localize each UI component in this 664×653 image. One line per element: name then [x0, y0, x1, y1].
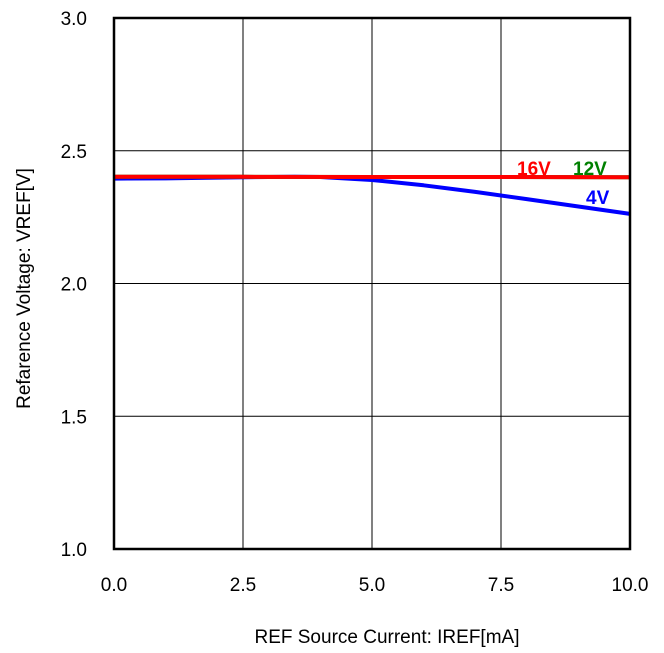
x-tick-label: 7.5 [488, 575, 514, 596]
x-axis-title: REF Source Current: IREF[mA] [254, 627, 519, 648]
series-label-16v: 16V [517, 159, 551, 180]
y-tick-label: 1.0 [61, 540, 87, 561]
series-labels: 4V 12V 16V [517, 159, 610, 209]
series-label-4v: 4V [586, 188, 610, 209]
y-tick-label: 1.5 [61, 407, 87, 428]
y-tick-label: 3.0 [61, 9, 87, 30]
x-tick-label: 5.0 [359, 575, 385, 596]
series-line-16v [114, 174, 631, 180]
x-tick-label: 0.0 [101, 575, 127, 596]
y-tick-labels: 1.0 1.5 2.0 2.5 3.0 [61, 9, 87, 561]
x-tick-label: 10.0 [612, 575, 649, 596]
series-label-12v: 12V [573, 159, 607, 180]
plot-frame [112, 16, 632, 551]
y-tick-label: 2.0 [61, 275, 87, 296]
x-tick-labels: 0.0 2.5 5.0 7.5 10.0 [101, 575, 649, 596]
series-lines [113, 174, 631, 216]
x-tick-label: 2.5 [230, 575, 256, 596]
y-tick-label: 2.5 [61, 142, 87, 163]
y-axis-title: Refarence Voltage: VREF[V] [14, 168, 35, 409]
grid [114, 18, 630, 549]
